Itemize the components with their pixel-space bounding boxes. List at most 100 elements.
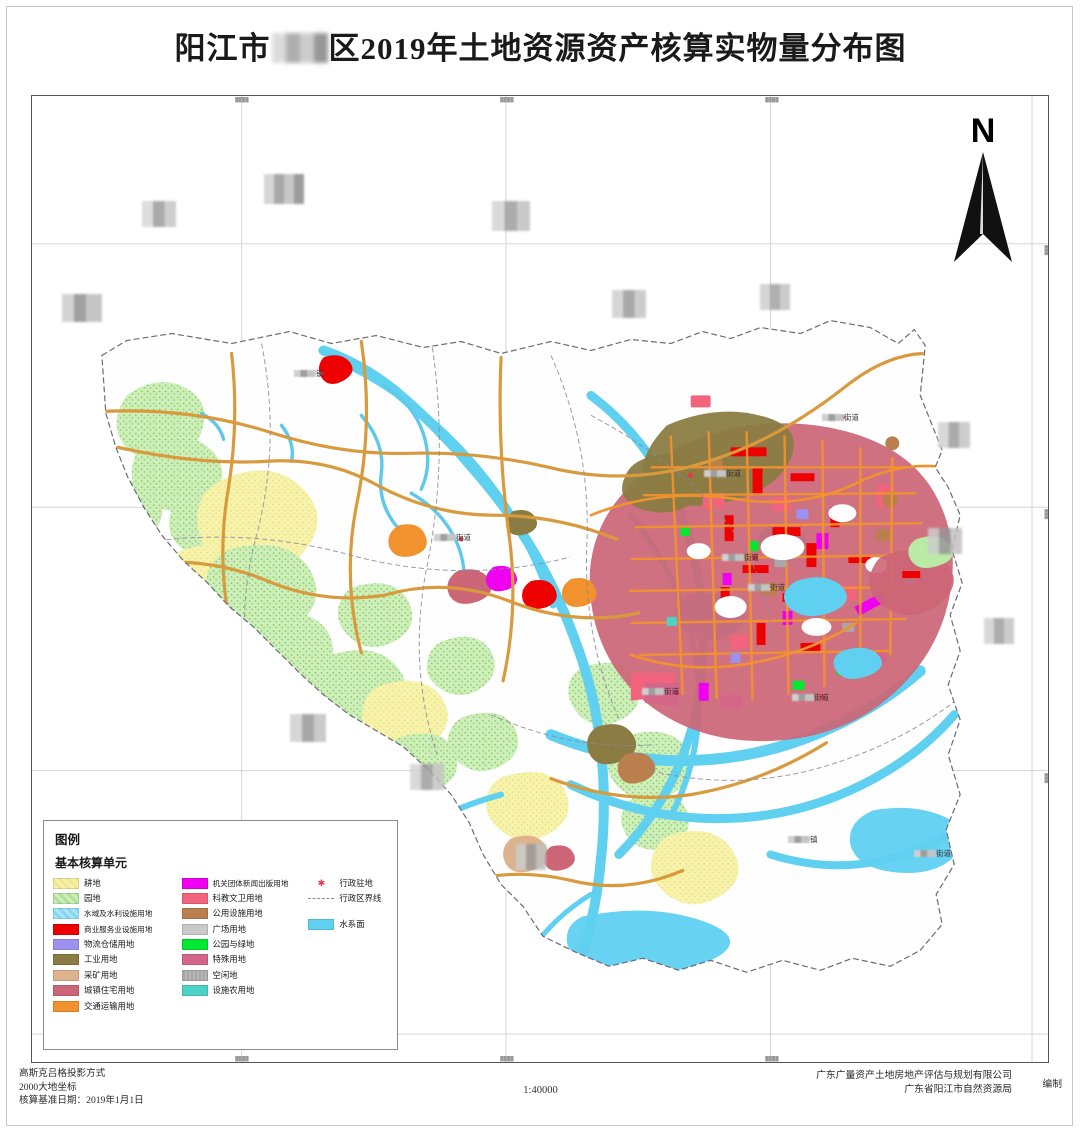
redaction-mosaic (492, 201, 530, 231)
base-date-note: 核算基准日期：2019年1月1日 (19, 1095, 144, 1106)
map-frame[interactable]: ████ ████ ████ ████ ████ ████ ███ ███ ██… (31, 95, 1049, 1063)
legend-item-admin-boundary[interactable]: 行政区界线 (308, 892, 388, 904)
graticule-label-right-1: ███ (1044, 244, 1049, 257)
company-name: 广东广量资产土地房地产评估与规划有限公司 (816, 1070, 1012, 1081)
redaction-mosaic (938, 422, 970, 448)
bureau-name: 广东省阳江市自然资源局 (904, 1084, 1012, 1095)
legend-item-orchard[interactable]: 园地 (53, 892, 172, 904)
legend-item-urban-residential[interactable]: 城镇住宅用地 (53, 985, 172, 997)
legend-swatch-education-health (181, 892, 208, 904)
legend-label-plaza: 广场用地 (212, 924, 247, 934)
legend-swatch-park-green (181, 939, 208, 951)
legend-label-vacant: 空闲地 (212, 970, 238, 980)
legend-label-mining: 采矿用地 (84, 970, 118, 980)
graticule-label-bottom-2: ████ (499, 1056, 515, 1061)
legend-item-park-green[interactable]: 公园与绿地 (181, 939, 297, 951)
admin-seat-icon: ✱ (317, 877, 326, 888)
legend-item-agri-facility[interactable]: 设施农用地 (181, 985, 297, 997)
legend-item-education-health[interactable]: 科教文卫用地 (181, 892, 297, 904)
redaction-mosaic (612, 290, 646, 318)
map-label-street: 街道 (748, 582, 785, 593)
redaction-mosaic (410, 764, 444, 790)
legend-swatch-logistics (53, 939, 79, 951)
legend-label-education-health: 科教文卫用地 (212, 893, 263, 903)
map-label-street: 街道 (722, 552, 759, 563)
footer: 高斯克吕格投影方式 2000大地坐标 核算基准日期：2019年1月1日 1:40… (7, 1063, 1074, 1121)
legend-column-3: ✱ 行政驻地 行政区界线 水系面 (306, 877, 388, 1012)
redaction-mosaic (760, 284, 790, 310)
footer-left-block: 高斯克吕格投影方式 2000大地坐标 核算基准日期：2019年1月1日 (19, 1067, 144, 1108)
legend-item-special-use[interactable]: 特殊用地 (181, 954, 297, 966)
legend-label-industrial: 工业用地 (84, 955, 118, 965)
legend-swatch-industrial (53, 954, 79, 966)
legend-item-government-media[interactable]: 机关团体新闻出版用地 (181, 877, 297, 889)
map-sheet: 阳江市 区2019年土地资源资产核算实物量分布图 (6, 6, 1073, 1126)
redacted-district-name (271, 32, 328, 63)
legend-swatch-government-media (181, 877, 208, 889)
graticule-label-bottom-1: ████ (234, 1056, 250, 1061)
legend-swatch-agri-facility (181, 985, 208, 997)
redaction-mosaic (516, 844, 546, 870)
redaction-mosaic (290, 714, 326, 742)
page-title: 阳江市 区2019年土地资源资产核算实物量分布图 (7, 17, 1074, 73)
legend-swatch-plaza (181, 923, 208, 935)
map-label-street: 街道 (822, 412, 859, 423)
legend-swatch-commercial (53, 923, 79, 935)
legend-label-admin-boundary: 行政区界线 (339, 893, 382, 903)
district-boundary (101, 319, 963, 973)
legend-item-public-utility[interactable]: 公用设施用地 (181, 908, 297, 920)
legend-swatch-public-utility (181, 908, 208, 920)
legend-label-urban-residential: 城镇住宅用地 (84, 986, 135, 996)
map-label-street: 街道 (792, 692, 829, 703)
legend-item-industrial[interactable]: 工业用地 (53, 954, 172, 966)
dashed-line-icon (308, 893, 335, 904)
legend-item-commercial[interactable]: 商业服务业设施用地 (53, 923, 172, 935)
legend-item-cropland[interactable]: 耕地 (53, 877, 172, 889)
legend-item-transport[interactable]: 交通运输用地 (53, 1000, 172, 1012)
graticule-label-top-2: ████ (499, 97, 515, 102)
legend-label-agri-facility: 设施农用地 (212, 986, 255, 996)
legend-swatch-water-facility (53, 908, 79, 920)
map-label-street: 街道 (434, 532, 471, 543)
map-label-street: 街道 (914, 848, 951, 859)
legend-label-commercial: 商业服务业设施用地 (84, 924, 153, 934)
legend-swatch-special-use (181, 954, 208, 966)
north-arrow: N (946, 114, 1020, 274)
redaction-mosaic (142, 201, 176, 227)
graticule-label-bottom-3: ████ (764, 1056, 780, 1061)
legend-label-logistics: 物流仓储用地 (84, 940, 135, 950)
graticule-label-top-1: ████ (234, 97, 250, 102)
legend-box[interactable]: 图例 基本核算单元 耕地 园地 水域及水利设施用地 (43, 820, 398, 1050)
legend-swatch-water-surface (308, 918, 335, 930)
graticule-label-top-3: ████ (764, 97, 780, 102)
scale-text: 1:40000 (523, 1085, 558, 1096)
legend-column-2: 机关团体新闻出版用地 科教文卫用地 公用设施用地 广场用地 (181, 877, 297, 1012)
legend-item-mining[interactable]: 采矿用地 (53, 969, 172, 981)
legend-swatch-cropland (53, 877, 79, 889)
legend-item-plaza[interactable]: 广场用地 (181, 923, 297, 935)
legend-column-1: 耕地 园地 水域及水利设施用地 商业服务业设施用地 (53, 877, 172, 1012)
compiled-label: 编制 (1042, 1079, 1062, 1090)
map-label-town: 镇 (294, 368, 324, 379)
legend-label-transport: 交通运输用地 (84, 1001, 135, 1011)
datum-note: 2000大地坐标 (19, 1081, 77, 1093)
legend-swatch-vacant (181, 969, 208, 981)
admin-seat-markers (319, 371, 845, 700)
legend-item-logistics[interactable]: 物流仓储用地 (53, 939, 172, 951)
legend-label-public-utility: 公用设施用地 (212, 909, 263, 919)
legend-label-water-facility: 水域及水利设施用地 (84, 909, 153, 919)
legend-subtitle: 基本核算单元 (55, 856, 128, 870)
legend-item-vacant[interactable]: 空闲地 (181, 969, 297, 981)
legend-swatch-transport (53, 1000, 79, 1012)
legend-label-cropland: 耕地 (84, 878, 101, 888)
legend-item-water-facility[interactable]: 水域及水利设施用地 (53, 908, 172, 920)
legend-swatch-orchard (53, 892, 79, 904)
urban-core (589, 395, 953, 742)
legend-item-water-surface[interactable]: 水系面 (308, 918, 388, 930)
legend-label-government-media: 机关团体新闻出版用地 (212, 878, 289, 888)
title-prefix: 阳江市 (174, 30, 271, 66)
north-letter: N (970, 112, 996, 150)
legend-item-admin-seat[interactable]: ✱ 行政驻地 (308, 877, 388, 889)
redaction-mosaic (928, 528, 962, 554)
legend-label-admin-seat: 行政驻地 (339, 878, 373, 888)
